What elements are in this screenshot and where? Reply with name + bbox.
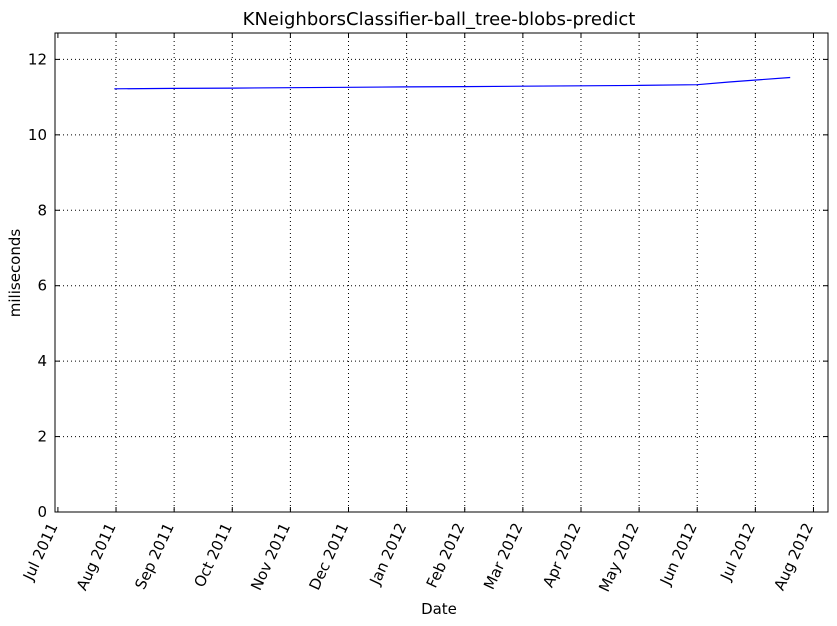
x-tick-label: Jul 2012 — [716, 520, 759, 584]
series-line — [114, 76, 791, 90]
y-axis-ticks: 0 2 4 6 8 10 12 — [28, 50, 828, 521]
x-tick-label: Jan 2012 — [366, 520, 411, 588]
plot-frame — [54, 32, 829, 513]
chart-title: KNeighborsClassifier-ball_tree-blobs-pre… — [243, 9, 636, 30]
x-tick-label: Apr 2012 — [539, 520, 584, 590]
y-axis-label: miliseconds — [6, 229, 24, 318]
x-axis-label: Date — [421, 600, 457, 618]
x-tick-label: Aug 2012 — [770, 520, 817, 593]
y-tick-label: 2 — [37, 428, 47, 446]
y-tick-label: 6 — [37, 277, 47, 295]
x-tick-label: May 2012 — [595, 520, 643, 595]
x-tick-label: Jun 2012 — [656, 520, 701, 589]
x-tick-label: Dec 2011 — [305, 520, 352, 593]
x-tick-label: Oct 2011 — [190, 520, 235, 590]
y-tick-label: 12 — [28, 50, 47, 68]
x-tick-label: Sep 2011 — [131, 520, 177, 592]
x-tick-label: Feb 2012 — [423, 520, 469, 591]
y-tick-label: 0 — [37, 503, 47, 521]
x-tick-label: Nov 2011 — [247, 520, 294, 593]
x-tick-label: Aug 2011 — [73, 520, 120, 593]
x-tick-label: Mar 2012 — [480, 520, 526, 592]
y-tick-label: 4 — [37, 352, 47, 370]
series-group — [114, 76, 791, 90]
y-tick-label: 10 — [28, 126, 47, 144]
grid-lines — [55, 33, 828, 512]
y-tick-label: 8 — [37, 201, 47, 219]
x-tick-label: Jul 2011 — [19, 520, 62, 584]
